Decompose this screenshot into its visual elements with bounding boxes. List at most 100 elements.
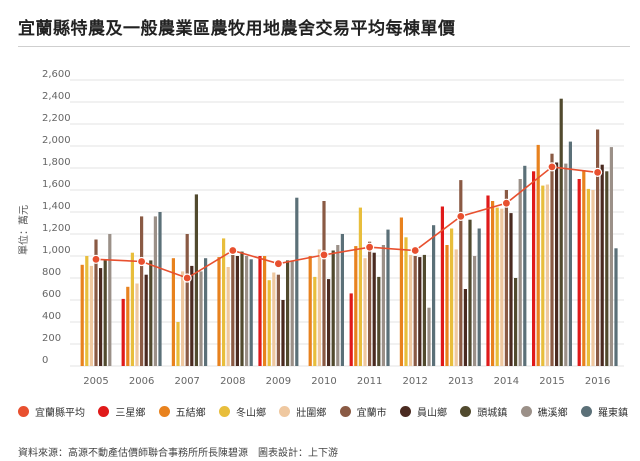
y-tick-label: 2,600 <box>42 69 71 80</box>
bar <box>504 190 508 366</box>
y-tick-label: 400 <box>42 311 61 322</box>
bar <box>94 239 98 366</box>
bar <box>550 153 554 366</box>
y-tick-label: 1,400 <box>42 201 71 212</box>
bar <box>308 256 312 366</box>
bar <box>523 165 527 366</box>
average-point <box>319 250 329 260</box>
average-line <box>91 162 603 283</box>
x-tick-label: 2005 <box>83 376 108 387</box>
average-point <box>547 162 557 172</box>
bar <box>231 254 235 366</box>
bar <box>432 225 436 366</box>
legend-swatch <box>98 406 110 417</box>
bar <box>249 259 253 366</box>
bar <box>518 179 522 366</box>
bar <box>290 260 294 366</box>
source-note: 資料來源：高源不動產估價師聯合事務所所長陳碧源 圖表設計：上下游 <box>18 448 338 459</box>
bar <box>486 195 490 366</box>
legend-label: 羅東鎮 <box>597 408 628 419</box>
average-point <box>456 211 466 221</box>
bar <box>409 254 413 366</box>
bar <box>386 229 390 366</box>
bar <box>272 272 276 366</box>
bar <box>235 256 239 366</box>
bar <box>140 216 144 366</box>
bar <box>336 245 340 366</box>
bar <box>591 190 595 366</box>
y-axis-ticks: 0 200 400 600 800 1,000 1,200 1,400 1,600 1,800 2,… <box>42 69 71 366</box>
legend-label: 宜蘭縣平均 <box>35 408 85 419</box>
bar <box>445 245 449 366</box>
y-tick-label: 600 <box>42 289 61 300</box>
bar <box>422 254 426 366</box>
bar <box>609 147 613 366</box>
bar <box>536 144 540 366</box>
bar <box>80 264 84 366</box>
legend-swatch <box>460 406 472 417</box>
x-tick-label: 2012 <box>402 376 427 387</box>
bar <box>295 197 299 366</box>
average-point <box>91 254 101 264</box>
bar <box>135 283 139 366</box>
bar <box>532 171 536 366</box>
bar <box>495 207 499 366</box>
bar <box>372 252 376 366</box>
y-tick-label: 1,000 <box>42 245 71 256</box>
bar <box>582 170 586 366</box>
y-tick-label: 800 <box>42 267 61 278</box>
average-point <box>365 242 375 252</box>
legend-swatch <box>399 406 411 417</box>
bar <box>491 201 495 366</box>
bar <box>217 257 221 366</box>
bar <box>358 207 362 366</box>
bar <box>440 206 444 366</box>
x-axis-ticks: 2005 2006 2007 2008 2009 2010 2011 2012 2013 2014… <box>83 376 610 387</box>
bar <box>349 293 353 366</box>
bar <box>418 257 422 366</box>
bar <box>340 234 344 366</box>
legend-swatch <box>580 406 592 417</box>
average-point <box>501 198 511 208</box>
bar <box>313 276 317 366</box>
bar <box>317 249 321 366</box>
y-tick-label: 1,800 <box>42 157 71 168</box>
legend-swatch <box>158 406 170 417</box>
legend-label: 壯圍鄉 <box>296 408 327 419</box>
bar <box>427 307 431 366</box>
bar <box>331 250 335 366</box>
bar <box>108 234 112 366</box>
legend-label: 五結鄉 <box>175 408 206 419</box>
bar <box>126 286 130 366</box>
y-tick-label: 2,400 <box>42 91 71 102</box>
legend-item: 冬山鄉 <box>218 404 266 419</box>
x-tick-label: 2010 <box>311 376 336 387</box>
bar <box>286 260 290 366</box>
bar <box>281 300 285 366</box>
bar <box>399 217 403 366</box>
average-point <box>410 245 420 256</box>
bar <box>477 228 481 366</box>
bar <box>577 179 581 366</box>
bar <box>463 289 467 366</box>
legend-item: 三星鄉 <box>98 404 145 419</box>
bar <box>454 249 458 366</box>
gridlines <box>70 79 624 367</box>
legend-item: 宜蘭縣平均 <box>18 404 85 419</box>
legend-swatch <box>18 406 29 417</box>
bar <box>171 258 175 366</box>
bar <box>541 185 545 366</box>
bar <box>459 180 463 366</box>
bar <box>354 246 358 366</box>
x-tick-label: 2016 <box>585 376 610 387</box>
x-tick-label: 2007 <box>174 376 199 387</box>
legend-item: 五結鄉 <box>158 404 206 419</box>
bar <box>381 245 385 366</box>
title-divider <box>18 46 630 47</box>
x-tick-label: 2006 <box>129 376 154 387</box>
legend-swatch <box>218 406 230 417</box>
bar <box>222 238 226 366</box>
bar <box>555 162 559 366</box>
bar <box>377 276 381 366</box>
bar <box>545 184 549 366</box>
